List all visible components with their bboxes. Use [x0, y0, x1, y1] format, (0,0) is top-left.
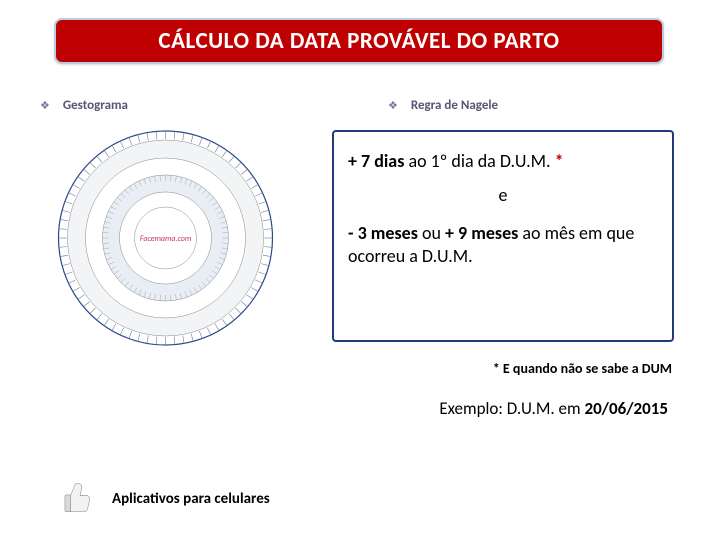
bullet-nagele: Regra de Nagele: [388, 98, 498, 113]
apps-label: Aplicativos para celulares: [112, 490, 270, 508]
nagele-plus7: + 7 dias: [348, 150, 404, 172]
svg-text:Facemama.com: Facemama.com: [140, 234, 191, 244]
bullet-nagele-label: Regra de Nagele: [411, 98, 498, 113]
example-date: 20/06/2015: [584, 398, 668, 419]
gestogram-svg: Facemama.com: [38, 128, 293, 348]
nagele-conj: e: [348, 184, 658, 206]
nagele-minus3: - 3 meses: [348, 222, 418, 244]
example-prefix: Exemplo: D.U.M. em: [439, 398, 584, 419]
nagele-conj-text: e: [499, 184, 508, 206]
thumbs-up-icon: [58, 474, 96, 520]
example-line: Exemplo: D.U.M. em 20/06/2015: [0, 398, 720, 419]
slide-title: CÁLCULO DA DATA PROVÁVEL DO PARTO: [158, 27, 559, 55]
nagele-line1-text: ao 1º dia da D.U.M.: [404, 150, 554, 172]
bullet-gestogram-label: Gestograma: [63, 98, 128, 113]
nagele-asterisk: *: [555, 150, 564, 172]
nagele-or: ou: [418, 222, 445, 244]
nagele-line-1: + 7 dias ao 1º dia da D.U.M. *: [348, 150, 658, 172]
slide-title-bar: CÁLCULO DA DATA PROVÁVEL DO PARTO: [54, 18, 664, 64]
bullet-gestogram: Gestograma: [40, 98, 128, 113]
footnote: * E quando não se sabe a DUM: [0, 360, 720, 377]
nagele-line-2: - 3 meses ou + 9 meses ao mês em que oco…: [348, 222, 658, 269]
gestogram-wheel: Facemama.com: [38, 128, 293, 348]
nagele-plus9: + 9 meses: [445, 222, 518, 244]
nagele-rule-box: + 7 dias ao 1º dia da D.U.M. * e - 3 mes…: [332, 130, 674, 342]
